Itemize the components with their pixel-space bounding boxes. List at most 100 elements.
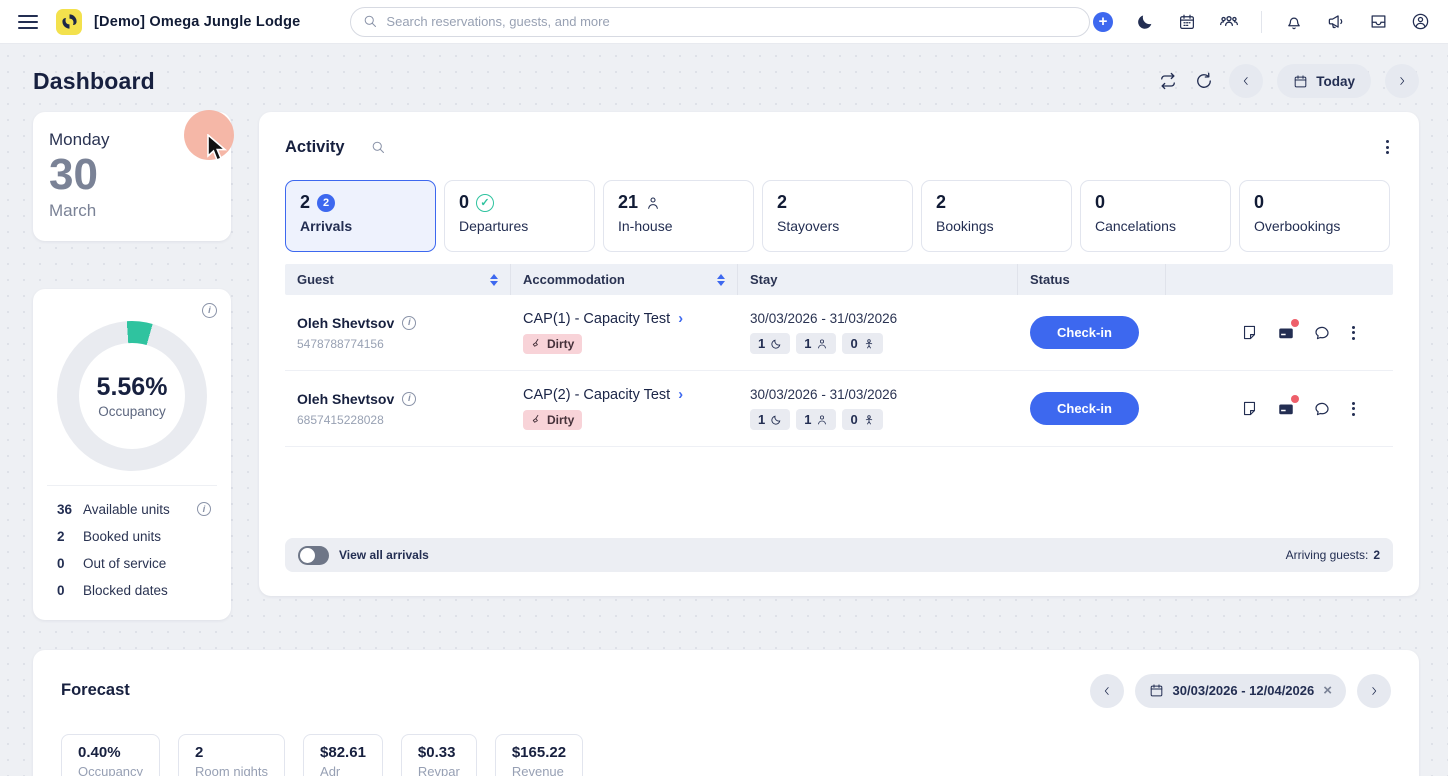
housekeeping-badge: Dirty <box>523 333 583 354</box>
stat-value: $82.61 <box>320 743 366 761</box>
date-month: March <box>49 200 97 220</box>
accommodation-name[interactable]: CAP(1) - Capacity Test <box>523 310 671 327</box>
guest-name[interactable]: Oleh Shevtsov <box>297 314 395 331</box>
column-accommodation: Accommodation <box>511 264 738 295</box>
search-icon[interactable] <box>371 140 386 155</box>
status-cell: Check-in <box>1018 392 1166 425</box>
today-label: Today <box>1316 73 1355 89</box>
quick-add-button[interactable]: + <box>1093 11 1113 32</box>
tab-label: In-house <box>618 218 673 234</box>
stat-available-units: 36 Available units i <box>57 502 211 517</box>
page-header: Dashboard Today <box>0 44 1448 162</box>
accommodation-cell: CAP(2) - Capacity Test › Dirty <box>511 387 738 431</box>
auto-refresh-icon[interactable] <box>1157 70 1179 92</box>
next-range-button[interactable] <box>1357 673 1391 708</box>
date-weekday: Monday <box>49 130 110 149</box>
stay-dates: 30/03/2026 - 31/03/2026 <box>750 311 898 326</box>
stat-label: Revpar <box>417 763 460 776</box>
payment-card-icon[interactable] <box>1276 395 1299 418</box>
notes-icon[interactable] <box>1240 323 1259 342</box>
payment-card-icon[interactable] <box>1276 319 1299 342</box>
search-input[interactable] <box>386 14 1078 29</box>
refresh-icon[interactable] <box>1193 70 1215 92</box>
today-button[interactable]: Today <box>1277 64 1371 98</box>
next-day-button[interactable] <box>1385 64 1419 98</box>
table-row: Oleh Shevtsov i 5478788774156 CAP(1) - C… <box>285 295 1393 371</box>
clear-range-icon[interactable]: × <box>1323 682 1332 700</box>
tab-arrivals[interactable]: 2 2 Arrivals <box>285 180 436 252</box>
arrivals-badge: 2 <box>317 193 336 212</box>
alert-dot <box>1291 319 1299 327</box>
stat-booked-units: 2 Booked units <box>57 529 211 544</box>
toggle-label: View all arrivals <box>339 548 429 562</box>
sort-icon[interactable] <box>717 273 725 286</box>
child-icon <box>865 414 872 424</box>
dark-mode-icon[interactable] <box>1135 12 1155 32</box>
guest-name[interactable]: Oleh Shevtsov <box>297 390 395 407</box>
global-search[interactable] <box>350 6 1091 37</box>
content-row: Monday 30 March i 5.56% Occupancy 36 Ava… <box>0 112 1448 620</box>
person-icon <box>818 338 827 348</box>
occupancy-card: i 5.56% Occupancy 36 Available units i 2 <box>33 288 231 620</box>
row-actions <box>1166 319 1393 344</box>
date-range-picker[interactable]: 30/03/2026 - 12/04/2026 × <box>1134 673 1346 708</box>
tab-departures[interactable]: 0 ✓ Departures <box>444 180 595 252</box>
tab-stayovers[interactable]: 2 Stayovers <box>762 180 913 252</box>
forecast-title: Forecast <box>61 681 130 700</box>
hamburger-menu-icon[interactable] <box>18 14 38 29</box>
tab-count: 0 <box>1254 192 1265 212</box>
tab-overbookings[interactable]: 0 Overbookings <box>1239 180 1390 252</box>
accommodation-name[interactable]: CAP(2) - Capacity Test <box>523 386 671 403</box>
chat-icon[interactable] <box>1312 323 1331 342</box>
table-header: Guest Accommodation Stay Status <box>285 264 1393 295</box>
sort-icon[interactable] <box>490 273 498 286</box>
tab-cancelations[interactable]: 0 Cancelations <box>1080 180 1231 252</box>
stat-blocked-dates: 0 Blocked dates <box>57 583 211 598</box>
stat-value: $165.22 <box>511 743 567 761</box>
forecast-room-nights: 2 Room nights <box>178 733 286 776</box>
arrivals-table: Guest Accommodation Stay Status Oleh She… <box>285 264 1393 447</box>
kebab-menu-icon[interactable] <box>1382 136 1393 158</box>
calendar-icon[interactable] <box>1177 12 1197 32</box>
row-kebab-icon[interactable] <box>1348 398 1359 420</box>
info-icon[interactable]: i <box>197 502 211 517</box>
tab-label: Cancelations <box>1095 218 1176 234</box>
moon-icon <box>771 415 781 425</box>
tab-label: Bookings <box>936 218 994 234</box>
tab-count: 0 <box>459 192 470 212</box>
inbox-tray-icon[interactable] <box>1368 12 1388 32</box>
forecast-occupancy: 0.40% Occupancy <box>61 733 161 776</box>
guests-icon[interactable] <box>1219 12 1239 32</box>
guest-cell: Oleh Shevtsov i 5478788774156 <box>285 315 511 351</box>
chat-icon[interactable] <box>1312 399 1331 418</box>
tab-label: Overbookings <box>1254 218 1341 234</box>
prev-range-button[interactable] <box>1089 673 1124 708</box>
prev-day-button[interactable] <box>1229 64 1264 98</box>
row-kebab-icon[interactable] <box>1348 322 1359 344</box>
forecast-card: Forecast 30/03/2026 - 12/04/2026 × <box>33 649 1419 776</box>
check-in-button[interactable]: Check-in <box>1030 392 1139 425</box>
tab-bookings[interactable]: 2 Bookings <box>921 180 1072 252</box>
chevron-right-icon[interactable]: › <box>678 386 684 403</box>
mouse-cursor <box>206 134 232 162</box>
stat-out-of-service: 0 Out of service <box>57 556 211 571</box>
tab-in-house[interactable]: 21 In-house <box>603 180 754 252</box>
check-in-button[interactable]: Check-in <box>1030 316 1139 349</box>
info-icon[interactable]: i <box>402 391 417 406</box>
brand-logo-icon[interactable] <box>56 8 82 35</box>
info-icon[interactable]: i <box>202 302 217 318</box>
info-icon[interactable]: i <box>402 315 417 330</box>
guest-id: 6857415228028 <box>297 412 384 427</box>
forecast-header: Forecast 30/03/2026 - 12/04/2026 × <box>61 673 1391 708</box>
notes-icon[interactable] <box>1240 399 1259 418</box>
view-all-arrivals-toggle[interactable] <box>298 545 329 565</box>
children-badge: 0 <box>842 409 883 430</box>
announcements-megaphone-icon[interactable] <box>1326 12 1346 32</box>
notifications-bell-icon[interactable] <box>1284 12 1304 32</box>
forecast-revenue: $165.22 Revenue <box>494 733 584 776</box>
profile-avatar-icon[interactable] <box>1410 12 1430 32</box>
chevron-right-icon[interactable]: › <box>678 310 684 327</box>
unit-stats: 36 Available units i 2 Booked units 0 Ou… <box>47 484 217 602</box>
nights-badge: 1 <box>750 333 791 354</box>
forecast-revpar: $0.33 Revpar <box>400 733 477 776</box>
